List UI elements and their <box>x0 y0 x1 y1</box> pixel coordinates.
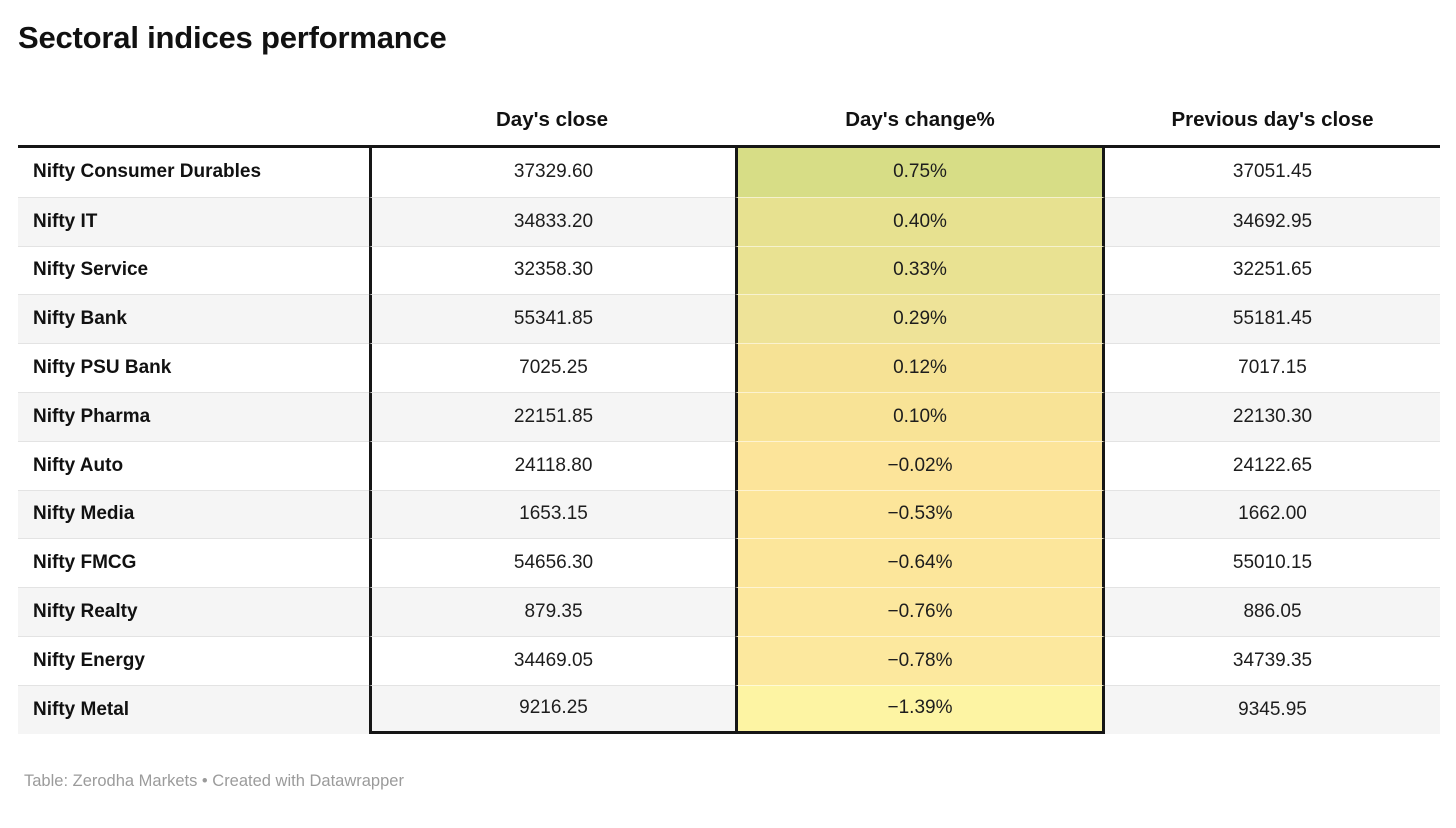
attribution-footer: Table: Zerodha Markets • Created with Da… <box>24 771 404 790</box>
column-header-blank <box>18 84 369 148</box>
page-title: Sectoral indices performance <box>18 20 447 55</box>
days-change-cell: −0.78% <box>735 635 1105 685</box>
row-label: Nifty Realty <box>18 587 369 636</box>
days-close-cell: 24118.80 <box>369 440 735 490</box>
days-close-cell: 879.35 <box>369 587 735 636</box>
days-change-cell: −0.53% <box>735 489 1105 539</box>
days-close-cell: 7025.25 <box>369 343 735 392</box>
days-change-cell: −1.39% <box>735 684 1105 734</box>
days-change-cell: 0.40% <box>735 196 1105 246</box>
days-change-cell: −0.76% <box>735 587 1105 636</box>
row-label: Nifty PSU Bank <box>18 343 369 392</box>
previous-days-close-cell: 22130.30 <box>1105 391 1440 441</box>
sectoral-indices-table: Day's close Day's change% Previous day's… <box>18 84 1440 734</box>
table-row: Nifty Media 1653.15 −0.53% 1662.00 <box>18 489 1440 539</box>
row-label: Nifty Bank <box>18 294 369 344</box>
row-label: Nifty FMCG <box>18 538 369 588</box>
previous-days-close-cell: 55010.15 <box>1105 538 1440 588</box>
previous-days-close-cell: 55181.45 <box>1105 294 1440 344</box>
table-row: Nifty Service 32358.30 0.33% 32251.65 <box>18 245 1440 295</box>
previous-days-close-cell: 9345.95 <box>1105 684 1440 734</box>
table-row: Nifty Metal 9216.25 −1.39% 9345.95 <box>18 684 1440 734</box>
row-label: Nifty Energy <box>18 635 369 685</box>
previous-days-close-cell: 32251.65 <box>1105 245 1440 295</box>
header-row: Day's close Day's change% Previous day's… <box>18 84 1440 148</box>
days-change-cell: −0.02% <box>735 440 1105 490</box>
previous-days-close-cell: 24122.65 <box>1105 440 1440 490</box>
previous-days-close-cell: 7017.15 <box>1105 343 1440 392</box>
previous-days-close-cell: 1662.00 <box>1105 489 1440 539</box>
days-change-cell: 0.12% <box>735 343 1105 392</box>
row-label: Nifty Auto <box>18 440 369 490</box>
table-row: Nifty IT 34833.20 0.40% 34692.95 <box>18 196 1440 246</box>
row-label: Nifty IT <box>18 196 369 246</box>
table-row: Nifty Energy 34469.05 −0.78% 34739.35 <box>18 635 1440 685</box>
column-header-previous-days-close: Previous day's close <box>1105 84 1440 148</box>
days-close-cell: 9216.25 <box>369 684 735 734</box>
previous-days-close-cell: 34739.35 <box>1105 635 1440 685</box>
days-close-cell: 54656.30 <box>369 538 735 588</box>
days-close-cell: 1653.15 <box>369 489 735 539</box>
days-close-cell: 32358.30 <box>369 245 735 295</box>
table-row: Nifty Consumer Durables 37329.60 0.75% 3705… <box>18 148 1440 197</box>
row-label: Nifty Pharma <box>18 391 369 441</box>
days-change-cell: 0.10% <box>735 391 1105 441</box>
column-header-days-change: Day's change% <box>735 84 1105 148</box>
previous-days-close-cell: 37051.45 <box>1105 148 1440 197</box>
days-change-cell: 0.33% <box>735 245 1105 295</box>
days-close-cell: 55341.85 <box>369 294 735 344</box>
table-row: Nifty Auto 24118.80 −0.02% 24122.65 <box>18 440 1440 490</box>
table-row: Nifty Pharma 22151.85 0.10% 22130.30 <box>18 391 1440 441</box>
row-label: Nifty Media <box>18 489 369 539</box>
row-label: Nifty Service <box>18 245 369 295</box>
table-row: Nifty Bank 55341.85 0.29% 55181.45 <box>18 294 1440 344</box>
days-close-cell: 34833.20 <box>369 196 735 246</box>
table-body: Nifty Consumer Durables 37329.60 0.75% 3705… <box>18 148 1440 734</box>
table-row: Nifty Realty 879.35 −0.76% 886.05 <box>18 587 1440 636</box>
table-row: Nifty FMCG 54656.30 −0.64% 55010.15 <box>18 538 1440 588</box>
days-change-cell: −0.64% <box>735 538 1105 588</box>
days-close-cell: 34469.05 <box>369 635 735 685</box>
table-row: Nifty PSU Bank 7025.25 0.12% 7017.15 <box>18 343 1440 392</box>
days-close-cell: 22151.85 <box>369 391 735 441</box>
previous-days-close-cell: 34692.95 <box>1105 196 1440 246</box>
table-header: Day's close Day's change% Previous day's… <box>18 84 1440 148</box>
days-change-cell: 0.29% <box>735 294 1105 344</box>
days-close-cell: 37329.60 <box>369 148 735 197</box>
row-label: Nifty Metal <box>18 684 369 734</box>
column-header-days-close: Day's close <box>369 84 735 148</box>
row-label: Nifty Consumer Durables <box>18 148 369 197</box>
days-change-cell: 0.75% <box>735 148 1105 197</box>
previous-days-close-cell: 886.05 <box>1105 587 1440 636</box>
